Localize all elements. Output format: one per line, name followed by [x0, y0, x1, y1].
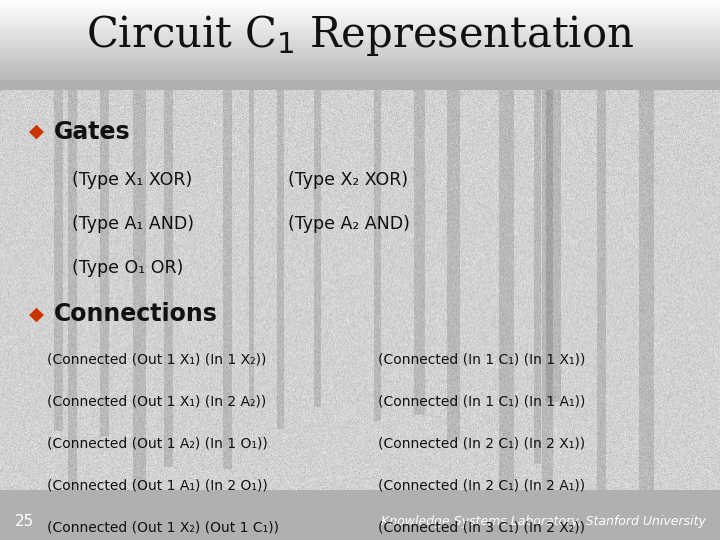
Text: (Type X₁ XOR): (Type X₁ XOR): [72, 171, 192, 188]
Text: Gates: Gates: [54, 120, 130, 144]
Text: Circuit C$_1$ Representation: Circuit C$_1$ Representation: [86, 14, 634, 58]
Text: (Type O₁ OR): (Type O₁ OR): [72, 259, 184, 276]
Text: (Connected (In 1 C₁) (In 1 X₁)): (Connected (In 1 C₁) (In 1 X₁)): [378, 353, 585, 367]
Text: ◆: ◆: [29, 122, 44, 141]
Text: (Connected (In 2 C₁) (In 2 A₁)): (Connected (In 2 C₁) (In 2 A₁)): [378, 479, 585, 493]
Text: (Type A₂ AND): (Type A₂ AND): [288, 215, 410, 233]
Text: (Connected (Out 1 X₂) (Out 1 C₁)): (Connected (Out 1 X₂) (Out 1 C₁)): [47, 521, 279, 535]
Text: (Type X₂ XOR): (Type X₂ XOR): [288, 171, 408, 188]
Text: ◆: ◆: [29, 304, 44, 323]
Text: (Type A₁ AND): (Type A₁ AND): [72, 215, 194, 233]
Text: (Connected (Out 1 X₁) (In 1 X₂)): (Connected (Out 1 X₁) (In 1 X₂)): [47, 353, 266, 367]
Text: (Connected (In 1 C₁) (In 1 A₁)): (Connected (In 1 C₁) (In 1 A₁)): [378, 395, 585, 409]
Text: 25: 25: [14, 514, 34, 529]
Text: Connections: Connections: [54, 302, 218, 326]
Text: (Connected (In 2 C₁) (In 2 X₁)): (Connected (In 2 C₁) (In 2 X₁)): [378, 437, 585, 451]
Text: (Connected (In 3 C₁) (In 2 X₂)): (Connected (In 3 C₁) (In 2 X₂)): [378, 521, 585, 535]
Text: (Connected (Out 1 X₁) (In 2 A₂)): (Connected (Out 1 X₁) (In 2 A₂)): [47, 395, 266, 409]
Text: (Connected (Out 1 A₁) (In 2 O₁)): (Connected (Out 1 A₁) (In 2 O₁)): [47, 479, 268, 493]
Text: (Connected (Out 1 A₂) (In 1 O₁)): (Connected (Out 1 A₂) (In 1 O₁)): [47, 437, 268, 451]
Text: Knowledge Systems Laboratory, Stanford University: Knowledge Systems Laboratory, Stanford U…: [381, 515, 706, 528]
